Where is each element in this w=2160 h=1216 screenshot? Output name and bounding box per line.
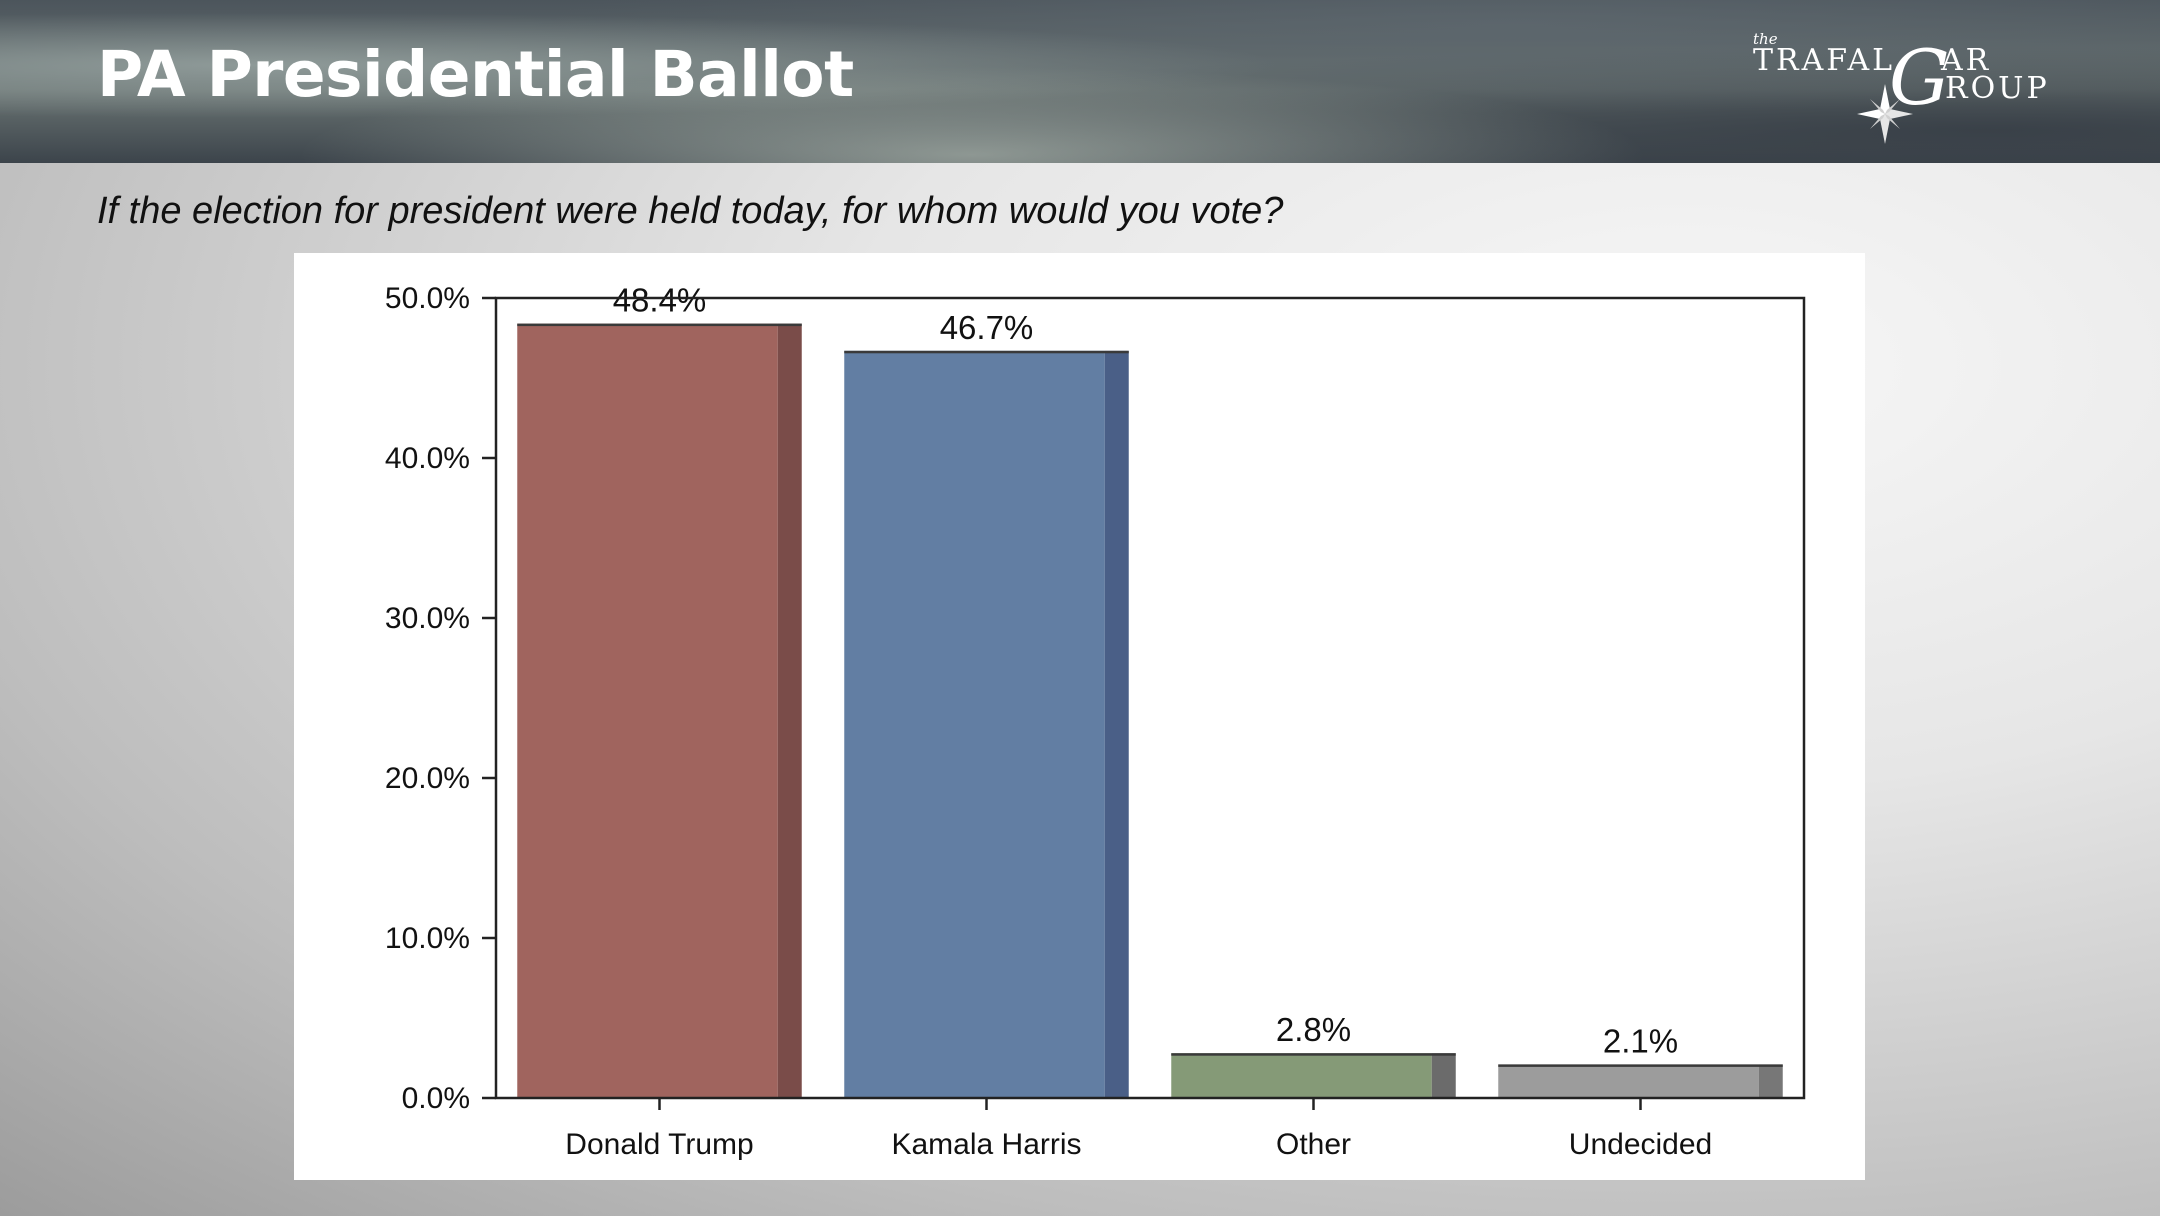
bar: [1171, 1053, 1432, 1098]
data-label: 2.1%: [1603, 1022, 1678, 1059]
y-tick-label: 40.0%: [385, 442, 470, 475]
survey-question: If the election for president were held …: [97, 190, 1284, 232]
x-tick-label: Kamala Harris: [891, 1128, 1081, 1161]
x-tick-label: Undecided: [1569, 1128, 1712, 1161]
header-banner: PA Presidential Ballot the TRAFAL G AR R…: [0, 0, 2160, 163]
bar-shade: [1104, 350, 1129, 1098]
logo-trafal: TRAFAL: [1753, 43, 1895, 78]
bar-chart: 0.0% 10.0% 20.0% 30.0% 40.0% 50.0% 48.4% 46.7%…: [385, 282, 1806, 1161]
bar-top-edge: [1171, 1053, 1456, 1056]
trafalgar-group-logo: the TRAFAL G AR ROUP: [1753, 30, 2050, 144]
logo-roup: ROUP: [1945, 71, 2050, 106]
data-label: 2.8%: [1276, 1011, 1351, 1048]
y-axis: 0.0% 10.0% 20.0% 30.0% 40.0% 50.0%: [385, 282, 496, 1115]
page-title: PA Presidential Ballot: [97, 38, 854, 111]
x-tick-label: Other: [1276, 1128, 1351, 1161]
bar-top-edge: [517, 323, 802, 327]
data-label: 46.7%: [940, 309, 1034, 346]
bar-shade: [777, 323, 802, 1099]
bars: 48.4% 46.7% 2.8% 2.1%: [517, 282, 1783, 1099]
logo-ar: AR: [1940, 43, 1991, 78]
compass-star-icon: [1857, 84, 1913, 144]
y-tick-label: 50.0%: [385, 282, 470, 315]
y-tick-label: 0.0%: [402, 1082, 470, 1115]
logo-g: G: [1889, 33, 1950, 122]
chart-panel: 0.0% 10.0% 20.0% 30.0% 40.0% 50.0% 48.4% 46.7%…: [294, 253, 1865, 1180]
bar: [517, 323, 778, 1099]
y-tick-label: 10.0%: [385, 922, 470, 955]
x-axis: Donald Trump Kamala Harris Other Undecided: [565, 1098, 1712, 1161]
x-tick-label: Donald Trump: [565, 1128, 753, 1161]
bar-top-edge: [844, 350, 1129, 354]
plot-frame: [494, 296, 1806, 1100]
data-label: 48.4%: [613, 282, 707, 319]
y-tick-label: 30.0%: [385, 602, 470, 635]
logo-the: the: [1753, 30, 1778, 48]
y-tick-label: 20.0%: [385, 762, 470, 795]
bar: [1498, 1064, 1759, 1098]
bar: [844, 350, 1105, 1098]
bar-shade: [1431, 1053, 1456, 1098]
bar-shade: [1758, 1064, 1783, 1098]
bar-top-edge: [1498, 1064, 1783, 1067]
